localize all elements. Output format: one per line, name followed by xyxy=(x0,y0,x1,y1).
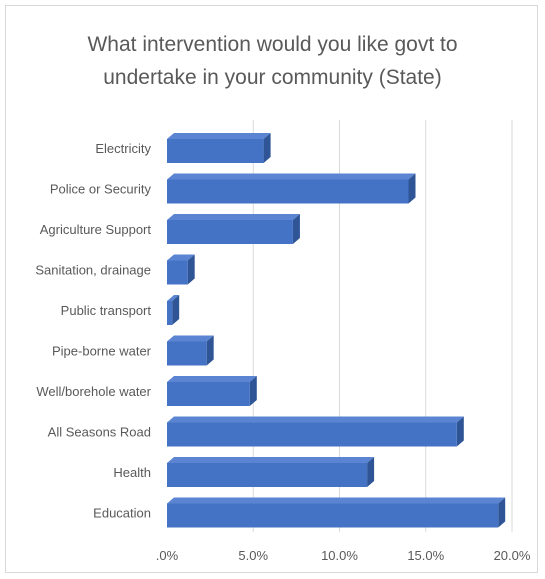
bar xyxy=(167,423,457,447)
x-tick-label: 10.0% xyxy=(321,548,358,563)
bar-top xyxy=(167,174,416,180)
category-label: Agriculture Support xyxy=(40,222,152,237)
category-label: Sanitation, drainage xyxy=(35,263,151,278)
bar xyxy=(167,180,409,204)
bar xyxy=(167,261,188,285)
category-label: All Seasons Road xyxy=(48,425,151,440)
bar xyxy=(167,301,172,325)
bar-top xyxy=(167,133,271,139)
x-tick-label: 20.0% xyxy=(494,548,531,563)
x-tick-label: 15.0% xyxy=(407,548,444,563)
bar-top xyxy=(167,214,300,220)
x-tick-label: 5.0% xyxy=(238,548,268,563)
bar xyxy=(167,139,264,163)
category-label: Well/borehole water xyxy=(36,384,151,399)
bar xyxy=(167,382,250,406)
bar-top xyxy=(167,498,505,504)
x-tick-label: .0% xyxy=(156,548,179,563)
bar xyxy=(167,504,498,528)
bar-top xyxy=(167,417,464,423)
category-label: Electricity xyxy=(95,141,151,156)
bar xyxy=(167,342,207,366)
category-label: Education xyxy=(93,506,151,521)
bar xyxy=(167,463,367,487)
bar xyxy=(167,220,293,244)
category-label: Public transport xyxy=(61,303,152,318)
bar-top xyxy=(167,336,214,342)
bar-top xyxy=(167,376,257,382)
category-label: Health xyxy=(113,465,151,480)
category-label: Pipe-borne water xyxy=(52,344,152,359)
category-label: Police or Security xyxy=(50,182,152,197)
bar-top xyxy=(167,457,374,463)
